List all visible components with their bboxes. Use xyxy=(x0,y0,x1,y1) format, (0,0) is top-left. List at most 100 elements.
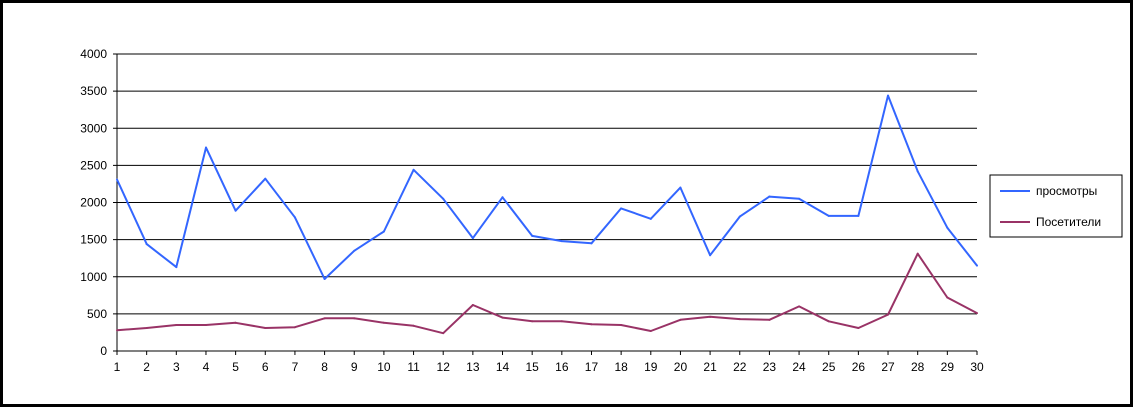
x-tick-label: 28 xyxy=(911,360,925,374)
data-point xyxy=(768,318,771,321)
y-tick-label: 1000 xyxy=(80,270,107,284)
y-tick-label: 4000 xyxy=(80,47,107,61)
data-point xyxy=(976,264,978,267)
data-point xyxy=(916,170,919,173)
x-tick-label: 7 xyxy=(292,360,299,374)
x-tick-label: 17 xyxy=(585,360,599,374)
data-point xyxy=(649,217,652,220)
data-point xyxy=(442,197,445,200)
data-point xyxy=(709,315,712,318)
legend-label-0: просмотры xyxy=(1036,184,1097,198)
data-point xyxy=(204,324,207,327)
x-tick-label: 6 xyxy=(262,360,269,374)
y-tick-label: 500 xyxy=(87,307,107,321)
x-tick-label: 1 xyxy=(114,360,121,374)
data-point xyxy=(946,296,949,299)
x-tick-label: 12 xyxy=(437,360,451,374)
data-point xyxy=(353,317,356,320)
data-point xyxy=(175,266,178,269)
gridlines xyxy=(117,53,977,315)
series-line-0 xyxy=(116,94,978,280)
x-tick-label: 19 xyxy=(644,360,658,374)
data-point xyxy=(738,215,741,218)
x-tick-label: 2 xyxy=(143,360,150,374)
data-point xyxy=(234,321,237,324)
data-point xyxy=(116,178,118,181)
data-point xyxy=(798,197,801,200)
data-point xyxy=(323,317,326,320)
data-point xyxy=(382,230,385,233)
x-tick-label: 26 xyxy=(852,360,866,374)
data-point xyxy=(293,216,296,219)
data-point xyxy=(827,214,830,217)
x-tick-label: 29 xyxy=(941,360,955,374)
data-point xyxy=(175,324,178,327)
data-point xyxy=(471,303,474,306)
x-tick-label: 20 xyxy=(674,360,688,374)
y-tick-label: 2500 xyxy=(80,158,107,172)
data-point xyxy=(501,196,504,199)
data-point xyxy=(293,326,296,329)
data-point xyxy=(679,318,682,321)
legend-label-1: Посетители xyxy=(1036,215,1101,229)
y-tick-label: 1500 xyxy=(80,233,107,247)
legend: просмотры Посетители xyxy=(989,174,1123,238)
series-lines xyxy=(116,94,978,335)
data-point xyxy=(560,320,563,323)
data-point xyxy=(116,329,118,332)
series-line-1 xyxy=(116,252,978,335)
data-point xyxy=(649,329,652,332)
data-point xyxy=(916,252,919,255)
data-point xyxy=(738,318,741,321)
data-point xyxy=(590,323,593,326)
data-point xyxy=(471,237,474,240)
axes xyxy=(113,53,978,355)
x-tick-label: 10 xyxy=(377,360,391,374)
data-point xyxy=(531,234,534,237)
x-tick-label: 25 xyxy=(822,360,836,374)
x-tick-label: 15 xyxy=(525,360,539,374)
data-point xyxy=(353,249,356,252)
data-point xyxy=(620,324,623,327)
data-point xyxy=(827,320,830,323)
x-tick-label: 30 xyxy=(970,360,984,374)
x-tick-label: 5 xyxy=(232,360,239,374)
data-point xyxy=(798,305,801,308)
y-tick-label: 0 xyxy=(100,344,107,358)
x-tick-label: 3 xyxy=(173,360,180,374)
data-point xyxy=(887,313,890,316)
x-tick-label: 14 xyxy=(496,360,510,374)
x-tick-label: 24 xyxy=(792,360,806,374)
x-tick-label: 22 xyxy=(733,360,747,374)
y-tick-label: 3500 xyxy=(80,84,107,98)
data-point xyxy=(323,277,326,280)
data-point xyxy=(620,207,623,210)
data-point xyxy=(234,209,237,212)
x-tick-label: 18 xyxy=(614,360,628,374)
data-point xyxy=(768,195,771,198)
data-point xyxy=(946,226,949,229)
x-tick-label: 16 xyxy=(555,360,569,374)
data-point xyxy=(679,186,682,189)
x-tick-label: 21 xyxy=(703,360,717,374)
x-tick-label: 4 xyxy=(203,360,210,374)
x-tick-label: 13 xyxy=(466,360,480,374)
data-point xyxy=(560,240,563,243)
data-point xyxy=(412,324,415,327)
data-point xyxy=(857,326,860,329)
x-tick-label: 27 xyxy=(881,360,895,374)
data-point xyxy=(887,94,890,97)
data-point xyxy=(590,242,593,245)
data-point xyxy=(531,320,534,323)
y-tick-label: 3000 xyxy=(80,121,107,135)
x-tick-label: 8 xyxy=(321,360,328,374)
data-point xyxy=(442,332,445,335)
x-tick-label: 11 xyxy=(407,360,420,374)
y-tick-labels: 0 500 1000 1500 2000 2500 3000 3500 4000 xyxy=(80,47,107,358)
x-tick-label: 23 xyxy=(763,360,777,374)
data-point xyxy=(501,316,504,319)
data-point xyxy=(145,243,148,246)
data-point xyxy=(264,326,267,329)
